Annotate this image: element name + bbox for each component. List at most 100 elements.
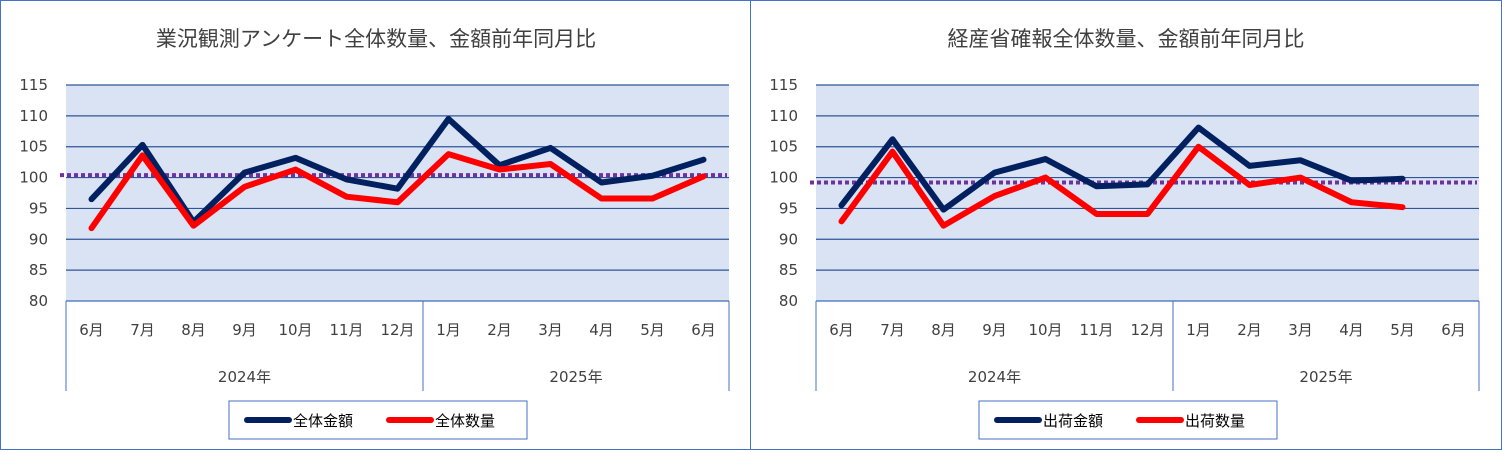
chart-panel-survey: 業況観測アンケート全体数量、金額前年同月比 80 85 90 95 100 105 110 11… <box>0 0 751 450</box>
data-point <box>549 162 552 166</box>
x-tick-label: 7月 <box>130 321 155 339</box>
data-point <box>294 168 297 172</box>
y-tick-label: 110 <box>769 107 798 125</box>
x-tick-label: 5月 <box>640 321 665 339</box>
y-tick-label: 115 <box>769 76 798 94</box>
y-tick-label: 105 <box>769 138 798 156</box>
data-point <box>498 163 501 167</box>
y-tick-label: 85 <box>779 261 798 279</box>
x-tick-label: 4月 <box>589 321 614 339</box>
data-point <box>141 143 144 147</box>
series-line-value <box>838 124 1406 213</box>
y-tick-label: 85 <box>29 261 48 279</box>
data-point <box>993 171 996 175</box>
x-tick-label: 12月 <box>380 321 414 339</box>
plot-area <box>66 85 729 301</box>
data-point <box>1299 158 1302 162</box>
x-tick-label: 6月 <box>79 321 104 339</box>
y-tick-label: 100 <box>19 169 48 187</box>
data-point <box>396 187 399 191</box>
x-tick-label: 11月 <box>329 321 363 339</box>
y-tick-label: 90 <box>29 230 48 248</box>
data-point <box>1044 157 1047 161</box>
y-tick-label: 110 <box>19 107 48 125</box>
data-point <box>840 203 843 207</box>
data-point <box>1299 176 1302 180</box>
y-tick-label: 90 <box>779 230 798 248</box>
data-point <box>1095 212 1098 216</box>
x-tick-label: 12月 <box>1130 321 1164 339</box>
legend-label: 全体数量 <box>435 412 495 430</box>
data-point <box>1044 176 1047 180</box>
x-tick-label: 6月 <box>829 321 854 339</box>
chart-svg-meti: 経産省確報全体数量、金額前年同月比 80 85 90 95 100 105 110 115 6月 7… <box>769 27 1480 440</box>
chart-title: 経産省確報全体数量、金額前年同月比 <box>948 27 1305 51</box>
data-point <box>891 150 894 154</box>
y-tick-label: 80 <box>779 292 798 310</box>
data-point <box>891 137 894 141</box>
data-point <box>702 174 705 178</box>
data-point <box>90 197 93 201</box>
x-tick-label: 1月 <box>1186 321 1211 339</box>
data-point <box>1401 177 1404 181</box>
data-point <box>651 197 654 201</box>
x-tick-label: 3月 <box>1288 321 1313 339</box>
data-point <box>345 177 348 181</box>
data-point <box>90 226 93 230</box>
data-point <box>549 146 552 150</box>
data-point <box>1197 145 1200 149</box>
y-tick-label: 105 <box>19 138 48 156</box>
data-point <box>1248 164 1251 168</box>
data-point <box>243 185 246 189</box>
data-point <box>1146 182 1149 186</box>
data-point <box>192 224 195 228</box>
x-tick-label: 2月 <box>487 321 512 339</box>
data-point <box>1350 200 1353 204</box>
x-tick-label: 9月 <box>232 321 257 339</box>
data-point <box>600 181 603 185</box>
y-tick-label: 115 <box>19 76 48 94</box>
chart-panel-meti: 経産省確報全体数量、金額前年同月比 80 85 90 95 100 105 110 115 6月 7… <box>750 0 1502 450</box>
data-point <box>243 171 246 175</box>
x-group-label: 2025年 <box>1299 368 1352 386</box>
x-tick-label: 1月 <box>436 321 461 339</box>
y-tick-label: 95 <box>29 199 48 217</box>
data-point <box>1095 184 1098 188</box>
x-tick-label: 6月 <box>1441 321 1466 339</box>
data-point <box>498 168 501 172</box>
chart-title: 業況観測アンケート全体数量、金額前年同月比 <box>156 27 596 51</box>
data-point <box>942 224 945 228</box>
data-point <box>651 174 654 178</box>
x-tick-label: 7月 <box>880 321 905 339</box>
data-point <box>447 152 450 156</box>
legend-label: 全体金額 <box>293 412 353 430</box>
x-tick-label: 2月 <box>1237 321 1262 339</box>
data-point <box>1350 179 1353 183</box>
data-point <box>396 200 399 204</box>
x-tick-label: 4月 <box>1339 321 1364 339</box>
y-tick-label: 100 <box>769 169 798 187</box>
series-line-volume <box>838 143 1406 229</box>
x-tick-label: 9月 <box>982 321 1007 339</box>
plot-area <box>816 85 1479 301</box>
data-point <box>1248 183 1251 187</box>
legend-label: 出荷金額 <box>1043 412 1103 430</box>
data-point <box>1146 212 1149 216</box>
data-point <box>1401 205 1404 209</box>
data-point <box>600 197 603 201</box>
x-tick-label: 6月 <box>691 321 716 339</box>
data-point <box>993 194 996 198</box>
x-tick-label: 8月 <box>181 321 206 339</box>
y-tick-label: 95 <box>779 199 798 217</box>
x-group-label: 2025年 <box>549 368 602 386</box>
data-point <box>141 153 144 157</box>
x-tick-label: 8月 <box>931 321 956 339</box>
x-tick-label: 10月 <box>278 321 312 339</box>
data-point <box>942 208 945 212</box>
data-point <box>1197 126 1200 130</box>
x-group-label: 2024年 <box>218 368 271 386</box>
chart-svg-survey: 業況観測アンケート全体数量、金額前年同月比 80 85 90 95 100 105 110 11… <box>19 27 730 440</box>
x-tick-label: 11月 <box>1079 321 1113 339</box>
data-point <box>447 117 450 121</box>
data-point <box>294 156 297 160</box>
